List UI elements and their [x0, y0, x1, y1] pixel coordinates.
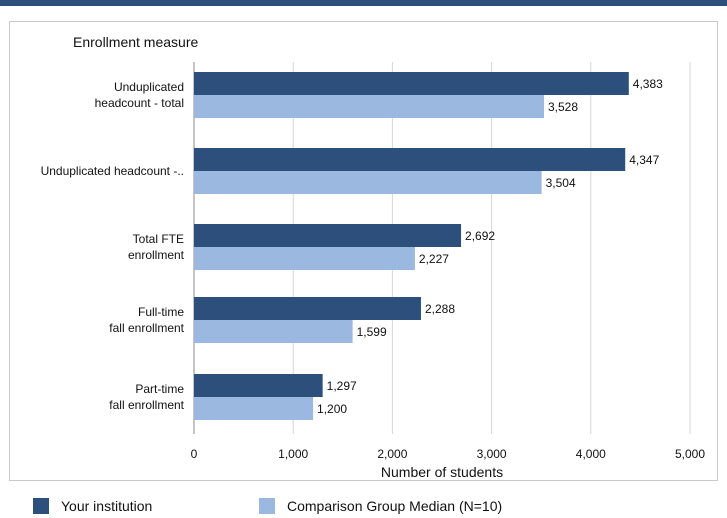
bar-value-label: 4,383 [633, 77, 663, 91]
x-tick-label: 4,000 [576, 447, 606, 461]
bars: 4,383 4,347 2,692 2,288 1,297 3,528 3,504 2,227… [194, 72, 663, 420]
x-tick-label: 2,000 [377, 447, 407, 461]
legend-label: Your institution [61, 498, 152, 514]
bar-your-institution [194, 148, 626, 171]
legend-label: Comparison Group Median (N=10) [287, 498, 502, 514]
legend-swatch [33, 498, 49, 514]
bar-your-institution [194, 374, 323, 397]
legend-swatch [259, 498, 275, 514]
category-label: Unduplicated headcount -.. [41, 164, 184, 178]
x-tick-label: 5,000 [675, 447, 705, 461]
x-tick-labels: 0 1,000 2,000 3,000 4,000 5,000 [191, 447, 706, 461]
bar-your-institution [194, 297, 421, 320]
bar-comparison-median [194, 171, 542, 194]
category-label: Total FTE [133, 232, 184, 246]
category-axis-title: Enrollment measure [73, 34, 198, 50]
bar-your-institution [194, 72, 629, 95]
bar-comparison-median [194, 95, 544, 118]
bar-value-label: 1,297 [327, 379, 357, 393]
category-label: fall enrollment [109, 321, 184, 335]
bar-comparison-median [194, 397, 314, 420]
bar-value-label: 1,200 [317, 402, 347, 416]
x-tick-label: 3,000 [477, 447, 507, 461]
category-label: headcount - total [95, 96, 184, 110]
x-axis-title: Number of students [381, 464, 503, 480]
bar-value-label: 1,599 [357, 325, 387, 339]
x-tick-label: 0 [191, 447, 198, 461]
category-label: fall enrollment [109, 398, 184, 412]
category-labels: Unduplicated headcount - total Unduplicate… [41, 80, 185, 412]
bar-value-label: 2,227 [419, 252, 449, 266]
bar-value-label: 3,528 [548, 100, 578, 114]
legend: Your institution Comparison Group Median … [33, 498, 502, 514]
category-label: Unduplicated [114, 80, 184, 94]
bar-your-institution [194, 224, 462, 247]
top-rule [0, 0, 727, 6]
bar-comparison-median [194, 247, 415, 270]
bar-value-label: 2,288 [425, 302, 455, 316]
bar-comparison-median [194, 320, 353, 343]
category-label: Full-time [138, 305, 184, 319]
category-label: enrollment [128, 248, 185, 262]
bar-value-label: 3,504 [546, 176, 576, 190]
bar-value-label: 2,692 [465, 229, 495, 243]
category-label: Part-time [135, 382, 184, 396]
x-tick-label: 1,000 [278, 447, 308, 461]
bar-value-label: 4,347 [629, 153, 659, 167]
